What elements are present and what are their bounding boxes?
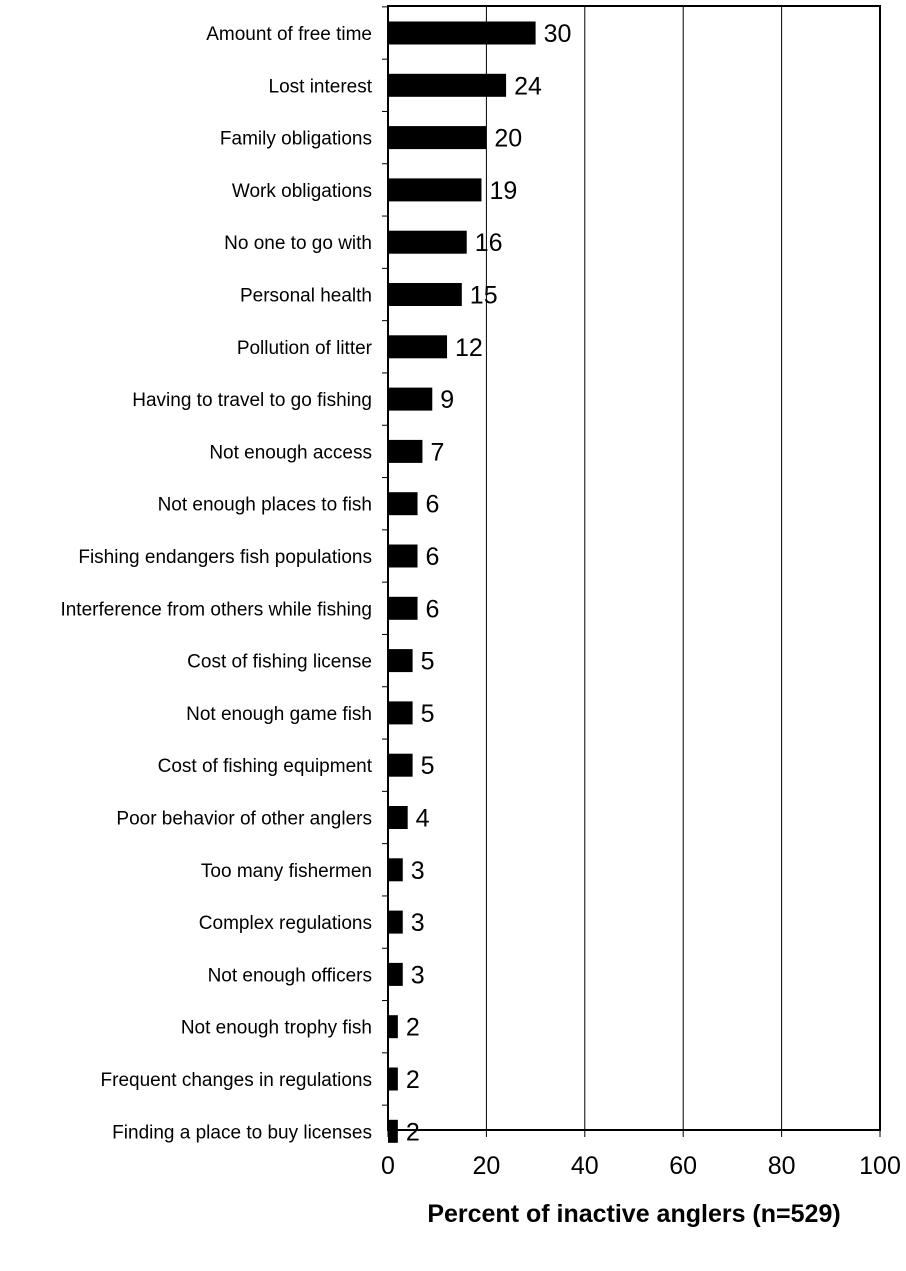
data-label-7: 12 — [455, 334, 483, 362]
bar-11 — [388, 544, 418, 568]
bar-5 — [388, 230, 467, 254]
bar-3 — [388, 126, 487, 150]
data-label-21: 2 — [406, 1066, 420, 1094]
x-tick-label-40: 40 — [571, 1152, 599, 1180]
x-axis-title: Percent of inactive anglers (n=529) — [427, 1200, 840, 1228]
bar-2 — [388, 73, 507, 97]
category-label-11: Fishing endangers fish populations — [78, 547, 372, 568]
data-label-8: 9 — [440, 386, 454, 414]
x-tick-labels: 0 20 40 60 80 100 — [381, 1152, 901, 1180]
axes — [382, 5, 881, 1137]
data-label-18: 3 — [411, 909, 425, 937]
bar-4 — [388, 178, 482, 202]
data-label-19: 3 — [411, 961, 425, 989]
data-label-9: 7 — [430, 438, 444, 466]
category-label-22: Finding a place to buy licenses — [112, 1122, 372, 1143]
x-tick-label-100: 100 — [859, 1152, 901, 1180]
category-label-7: Pollution of litter — [237, 338, 373, 359]
data-label-6: 15 — [470, 282, 498, 310]
bar-22 — [388, 1119, 398, 1143]
data-label-16: 4 — [416, 805, 430, 833]
bar-18 — [388, 910, 403, 934]
category-label-8: Having to travel to go fishing — [132, 390, 372, 411]
gridlines — [485, 6, 783, 1130]
category-label-9: Not enough access — [209, 442, 372, 463]
category-label-5: No one to go with — [224, 233, 372, 254]
bar-20 — [388, 1015, 398, 1039]
data-label-20: 2 — [406, 1014, 420, 1042]
bar-19 — [388, 962, 403, 986]
category-label-14: Not enough game fish — [186, 704, 372, 725]
data-label-14: 5 — [421, 700, 435, 728]
data-label-3: 20 — [494, 125, 522, 153]
bar-6 — [388, 283, 462, 306]
category-label-1: Amount of free time — [206, 24, 372, 45]
bar-16 — [388, 806, 408, 829]
bar-12 — [388, 596, 418, 620]
bar-21 — [388, 1067, 398, 1091]
category-label-6: Personal health — [240, 286, 372, 307]
bar-1 — [388, 21, 536, 45]
category-label-17: Too many fishermen — [201, 861, 372, 882]
data-label-5: 16 — [475, 229, 503, 257]
category-label-21: Frequent changes in regulations — [101, 1070, 372, 1091]
bar-13 — [388, 649, 413, 673]
category-label-15: Cost of fishing equipment — [158, 756, 373, 777]
data-label-17: 3 — [411, 857, 425, 885]
category-labels: Amount of free time Lost interest Family o… — [60, 24, 372, 1143]
category-label-3: Family obligations — [220, 129, 372, 150]
data-label-22: 2 — [406, 1118, 420, 1146]
bar-14 — [388, 701, 413, 725]
bar-8 — [388, 387, 433, 411]
bar-9 — [388, 439, 423, 463]
bar-17 — [388, 858, 403, 882]
x-tick-label-80: 80 — [768, 1152, 796, 1180]
data-label-2: 24 — [514, 72, 542, 100]
category-label-16: Poor behavior of other anglers — [116, 809, 372, 830]
bar-10 — [388, 492, 418, 516]
data-label-12: 6 — [426, 595, 440, 623]
category-label-2: Lost interest — [269, 76, 373, 97]
x-tick-label-60: 60 — [669, 1152, 697, 1180]
category-label-4: Work obligations — [232, 181, 372, 202]
category-label-12: Interference from others while fishing — [60, 599, 372, 620]
data-label-1: 30 — [544, 20, 572, 48]
category-label-19: Not enough officers — [208, 965, 372, 986]
category-label-20: Not enough trophy fish — [181, 1018, 372, 1039]
bar-15 — [388, 753, 413, 777]
plot-frame — [387, 5, 881, 1131]
bars — [388, 21, 536, 1143]
bar-7 — [388, 335, 448, 359]
category-label-10: Not enough places to fish — [158, 495, 372, 516]
x-tick-label-0: 0 — [381, 1152, 395, 1180]
category-label-13: Cost of fishing license — [187, 652, 372, 673]
data-label-4: 19 — [489, 177, 517, 205]
data-label-13: 5 — [421, 648, 435, 676]
x-tick-label-20: 20 — [472, 1152, 500, 1180]
data-label-10: 6 — [426, 491, 440, 519]
category-label-18: Complex regulations — [199, 913, 372, 934]
data-label-15: 5 — [421, 752, 435, 780]
data-label-11: 6 — [426, 543, 440, 571]
